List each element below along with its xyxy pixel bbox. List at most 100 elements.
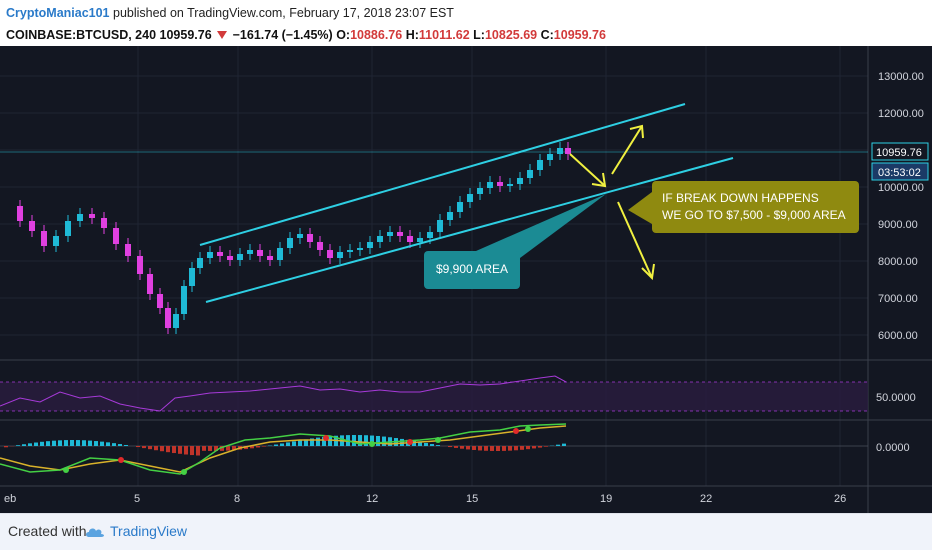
- macd-bar: [4, 446, 8, 448]
- candle-body: [77, 214, 83, 221]
- macd-bar: [226, 446, 230, 451]
- macd-bar: [214, 446, 218, 451]
- macd-bar: [118, 444, 122, 446]
- macd-bar: [556, 444, 560, 446]
- candle-body: [287, 238, 293, 248]
- macd-bar: [298, 440, 302, 446]
- candle-body: [113, 228, 119, 244]
- macd-bar: [40, 441, 44, 446]
- time-axis[interactable]: eb 5 8 12 15 19 22 26: [4, 493, 846, 505]
- price-axis[interactable]: 13000.00 12000.00 10000.00 9000.00 8000.…: [871, 71, 929, 454]
- candle-body: [367, 242, 373, 248]
- chart-header: CryptoManiac101 published on TradingView…: [0, 0, 932, 46]
- macd-bar: [316, 437, 320, 446]
- time-tick: 12: [366, 493, 378, 505]
- macd-bar: [376, 435, 380, 446]
- candle-body: [267, 256, 273, 260]
- candle-body: [207, 252, 213, 258]
- candlestick-series: [17, 142, 571, 334]
- candle-body: [447, 212, 453, 220]
- macd-bar: [430, 444, 434, 446]
- candle-body: [297, 234, 303, 238]
- candle-body: [125, 244, 131, 256]
- breakdown-line2: WE GO TO $7,500 - $9,000 AREA: [662, 208, 846, 222]
- macd-bar: [328, 436, 332, 446]
- macd-bar: [370, 435, 374, 446]
- macd-bar: [106, 442, 110, 446]
- chart-area[interactable]: IF BREAK DOWN HAPPENS WE GO TO $7,500 - …: [0, 46, 932, 516]
- breakdown-callout[interactable]: [652, 181, 859, 233]
- candle-body: [157, 294, 163, 308]
- macd-bar: [424, 442, 428, 446]
- candle-body: [41, 231, 47, 246]
- candle-body: [173, 314, 179, 328]
- macd-bar: [358, 435, 362, 446]
- macd-bar: [220, 446, 224, 451]
- candle-body: [17, 206, 23, 221]
- macd-histogram: [4, 435, 566, 456]
- open-label: O:: [336, 28, 351, 42]
- candle-body: [181, 286, 187, 314]
- macd-bar: [178, 446, 182, 454]
- macd-line: [0, 423, 567, 475]
- chart-svg[interactable]: IF BREAK DOWN HAPPENS WE GO TO $7,500 - …: [0, 46, 932, 516]
- candle-body: [565, 148, 571, 154]
- candle-body: [557, 148, 563, 154]
- macd-bar: [274, 444, 278, 446]
- macd-bar: [292, 441, 296, 446]
- channel-lower-line[interactable]: [205, 157, 734, 303]
- channel-upper-line[interactable]: [199, 103, 686, 246]
- candle-body: [165, 308, 171, 328]
- macd-bar: [382, 436, 386, 446]
- candle-body: [257, 250, 263, 256]
- macd-bar: [352, 435, 356, 446]
- candle-body: [397, 232, 403, 236]
- macd-bar: [58, 440, 62, 446]
- macd-bar: [478, 446, 482, 451]
- candle-body: [247, 250, 253, 254]
- macd-bar: [304, 439, 308, 446]
- candle-body: [347, 250, 353, 252]
- macd-bar: [136, 446, 140, 448]
- candle-body: [337, 252, 343, 258]
- candle-body: [357, 248, 363, 250]
- macd-tick: 0.0000: [876, 442, 910, 454]
- macd-bar: [508, 446, 512, 451]
- candle-body: [537, 160, 543, 170]
- candle-body: [437, 220, 443, 232]
- published-text: published on TradingView.com, February 1…: [109, 6, 454, 20]
- tradingview-brand-link[interactable]: TradingView: [110, 523, 188, 539]
- candle-body: [89, 214, 95, 218]
- support-callout[interactable]: [424, 251, 520, 289]
- candle-body: [197, 258, 203, 268]
- macd-bar: [496, 446, 500, 451]
- macd-bar: [52, 440, 56, 446]
- macd-bar: [526, 446, 530, 450]
- macd-bar: [208, 446, 212, 451]
- candle-body: [427, 232, 433, 238]
- candle-body: [307, 234, 313, 242]
- candle-body: [517, 178, 523, 184]
- macd-bar: [502, 446, 506, 451]
- last-price: 10959.76: [159, 28, 212, 42]
- macd-bar: [88, 440, 92, 446]
- macd-bar: [82, 440, 86, 446]
- macd-bar: [538, 446, 542, 448]
- macd-bar: [448, 446, 452, 448]
- macd-bar: [28, 443, 32, 446]
- author-link[interactable]: CryptoManiac101: [6, 6, 110, 20]
- countdown-tag: [871, 162, 929, 181]
- price-tick: 10000.00: [878, 182, 924, 194]
- time-tick: 15: [466, 493, 478, 505]
- tradingview-cloud-icon[interactable]: [84, 524, 106, 545]
- macd-bar: [544, 446, 548, 447]
- macd-bar: [250, 446, 254, 449]
- candle-body: [65, 221, 71, 236]
- candle-body: [387, 232, 393, 236]
- macd-bar: [124, 444, 128, 446]
- breakdown-callout-pointer: [628, 192, 652, 224]
- macd-bar: [280, 443, 284, 446]
- macd-bar: [76, 440, 80, 446]
- macd-bar: [196, 446, 200, 456]
- rsi-tick: 50.0000: [876, 392, 916, 404]
